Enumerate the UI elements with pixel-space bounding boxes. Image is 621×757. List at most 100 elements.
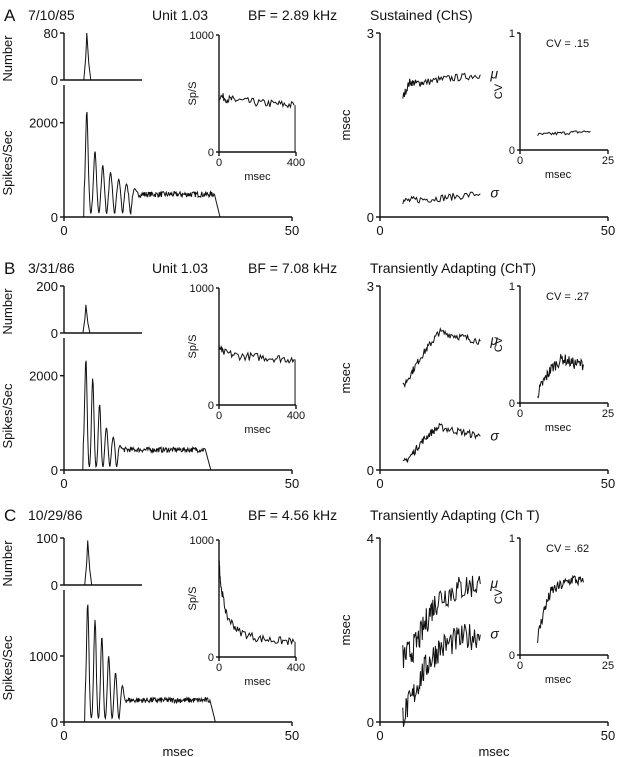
panel-a-cv-y-tick-label: 1 xyxy=(509,28,515,40)
panel-a-latency-ylabel: Number xyxy=(0,35,15,82)
panel-b-cv-trace xyxy=(537,354,584,399)
panel-b-latency-y-tick-label: 200 xyxy=(36,279,58,294)
panel-c-latency-peak xyxy=(84,540,93,586)
panel-a-rate-axes xyxy=(218,35,296,153)
panel-c-cv-x-tick-label: 0 xyxy=(517,660,523,672)
panel-c-cv-y-tick-label: 1 xyxy=(509,533,515,545)
panel-a-reg-ylabel: msec xyxy=(338,109,353,141)
panel-c-reg-label-sigma: σ xyxy=(490,626,499,642)
panel-c-pst-trace xyxy=(84,604,217,723)
panel-b-rate-x-tick-label: 0 xyxy=(216,410,222,422)
panel-b-pst-y-tick-label: 0 xyxy=(51,463,58,478)
panel-b-type: Transiently Adapting (ChT) xyxy=(370,260,536,276)
panel-a-rate-y-tick-label: 0 xyxy=(208,147,214,159)
panel-c-reg-series-mu xyxy=(402,575,481,669)
panel-c-cv-x-tick-label: 25 xyxy=(602,660,614,672)
panel-b-latency-ylabel: Number xyxy=(0,288,15,335)
panel-b-latency-y-tick-label: 0 xyxy=(51,326,58,341)
panel-a-type: Sustained (ChS) xyxy=(370,7,473,23)
panel-a-pst-ylabel: Spikes/Sec xyxy=(0,130,15,196)
panel-c-rate-y-tick-label: 1000 xyxy=(190,535,214,547)
panel-b-cv-x-tick-label: 25 xyxy=(602,408,614,420)
panel-c-latency-y-tick-label: 0 xyxy=(51,578,58,593)
panel-a-bf: BF = 2.89 kHz xyxy=(248,7,337,23)
panel-b-rate-y-tick-label: 1000 xyxy=(190,283,214,295)
panel-a-pst-y-tick-label: 2000 xyxy=(29,116,58,131)
panel-c-pst-ylabel: Spikes/Sec xyxy=(0,635,15,701)
panel-a-rate-trace xyxy=(218,93,295,109)
panel-c-reg-xlabel: msec xyxy=(478,744,510,757)
panel-a-latency-y-tick-label: 0 xyxy=(51,73,58,88)
panel-c-pst-y-tick-label: 0 xyxy=(51,715,58,730)
panel-b-rate-xlabel: msec xyxy=(244,424,271,436)
panel-a-rate-xlabel: msec xyxy=(244,171,271,183)
panel-c-cv-trace xyxy=(537,574,584,643)
panel-b-cv-x-tick-label: 0 xyxy=(517,408,523,420)
panel-c-letter: C xyxy=(4,506,16,525)
panel-b-reg-ylabel: msec xyxy=(338,362,353,394)
panel-b-reg-y-tick-label: 0 xyxy=(367,463,374,478)
panel-a-cv-trace xyxy=(537,130,591,136)
panel-c-date: 10/29/86 xyxy=(28,507,83,523)
panel-c-latency-y-tick-label: 100 xyxy=(36,531,58,546)
panel-b-reg-label-sigma: σ xyxy=(490,427,499,443)
panel-b-rate-ylabel: Sp/S xyxy=(187,335,199,359)
panel-b-rate-y-tick-label: 0 xyxy=(208,400,214,412)
panel-a-cv-y-tick-label: 0 xyxy=(509,145,515,157)
panel-a-reg-x-tick-label: 0 xyxy=(376,223,383,238)
panel-a-reg-series-sigma xyxy=(402,191,481,205)
panel-b-rate-x-tick-label: 400 xyxy=(287,410,305,422)
panel-c-pst-y-tick-label: 1000 xyxy=(29,649,58,664)
panel-b-pst-x-tick-label: 50 xyxy=(285,476,299,491)
panel-c-reg-y-tick-label: 4 xyxy=(367,531,374,546)
panel-a-reg-x-tick-label: 50 xyxy=(601,223,615,238)
panel-c-latency-ylabel: Number xyxy=(0,540,15,587)
panel-a-latency-y-tick-label: 80 xyxy=(44,26,58,41)
panel-a-reg-y-tick-label: 3 xyxy=(367,26,374,41)
panel-c-cv-xlabel: msec xyxy=(545,674,572,686)
panel-a-pst-y-tick-label: 0 xyxy=(51,210,58,225)
panel-c-reg-ylabel: msec xyxy=(338,614,353,646)
panel-b-reg-series-mu xyxy=(402,327,481,389)
panel-b-reg-x-tick-label: 0 xyxy=(376,476,383,491)
panel-c-pst-xlabel: msec xyxy=(162,744,194,757)
panel-c-cv-y-tick-label: 0 xyxy=(509,650,515,662)
panel-a-unit: Unit 1.03 xyxy=(152,7,208,23)
panel-a-rate-x-tick-label: 0 xyxy=(216,157,222,169)
panel-b-pst-y-tick-label: 2000 xyxy=(29,369,58,384)
panel-a-cv-ylabel: CV xyxy=(493,83,505,99)
panel-b-bf: BF = 7.08 kHz xyxy=(248,260,337,276)
panel-c-reg-x-tick-label: 50 xyxy=(601,728,615,743)
panel-c-reg-series-sigma xyxy=(402,623,481,727)
panel-b-reg-series-sigma xyxy=(402,422,481,463)
panel-a-reg-label-sigma: σ xyxy=(490,185,499,201)
panel-b-cv-value: CV = .27 xyxy=(546,291,589,303)
panel-b-unit: Unit 1.03 xyxy=(152,260,208,276)
panel-c-cv-ylabel: CV xyxy=(493,588,505,604)
panel-a-reg-label-mu: μ xyxy=(489,66,498,82)
panel-a-letter: A xyxy=(4,6,16,25)
panel-b-rate-trace xyxy=(218,343,295,364)
panel-a-pst-axes xyxy=(63,85,292,218)
panel-a-date: 7/10/85 xyxy=(28,7,75,23)
panel-a-reg-y-tick-label: 0 xyxy=(367,210,374,225)
panel-c-cv-axes xyxy=(519,538,608,656)
panel-c-rate-x-tick-label: 400 xyxy=(287,662,305,674)
panel-c-reg-y-tick-label: 0 xyxy=(367,715,374,730)
panel-b-cv-ylabel: CV xyxy=(493,336,505,352)
panel-b-pst-ylabel: Spikes/Sec xyxy=(0,383,15,449)
panel-c-rate-ylabel: Sp/S xyxy=(187,587,199,611)
panel-b-letter: B xyxy=(4,259,15,278)
panel-b-cv-xlabel: msec xyxy=(545,422,572,434)
panel-a-pst-x-tick-label: 0 xyxy=(60,223,67,238)
panel-b-pst-trace xyxy=(82,360,212,471)
panel-c-rate-xlabel: msec xyxy=(244,676,271,688)
panel-c-pst-axes xyxy=(63,590,292,723)
panel-c-pst-x-tick-label: 0 xyxy=(60,728,67,743)
panel-b-cv-y-tick-label: 1 xyxy=(509,281,515,293)
panel-a-cv-xlabel: msec xyxy=(545,169,572,181)
panel-c-rate-y-tick-label: 0 xyxy=(208,652,214,664)
panel-a-rate-ylabel: Sp/S xyxy=(187,82,199,106)
panel-b-pst-x-tick-label: 0 xyxy=(60,476,67,491)
panel-a-latency-peak xyxy=(83,32,92,81)
